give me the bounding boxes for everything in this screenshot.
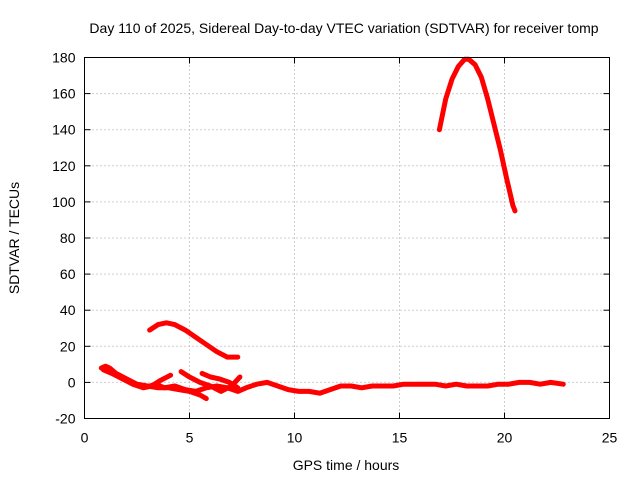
y-tick-label: 100 [52, 194, 76, 210]
x-tick-label: 15 [392, 430, 408, 446]
y-tick-label: 60 [60, 266, 76, 282]
y-axis-label: SDTVAR / TECUs [6, 182, 22, 294]
x-tick-label: 5 [186, 430, 194, 446]
y-tick-label: 40 [60, 302, 76, 318]
axis-ticks [84, 57, 610, 419]
x-axis-label: GPS time / hours [293, 457, 400, 473]
y-tick-label: 180 [52, 50, 76, 66]
grid-lines [84, 57, 610, 419]
x-tick-label: 0 [81, 430, 89, 446]
data-series [98, 56, 566, 402]
y-tick-label: -20 [55, 411, 75, 427]
y-tick-label: 0 [68, 374, 76, 390]
y-tick-label: 20 [60, 338, 76, 354]
y-tick-labels: -20 0 20 40 60 80 100 120 140 160 180 [52, 50, 76, 427]
series-arc-6 [147, 320, 241, 360]
series-arc-5 [199, 370, 241, 391]
x-tick-labels: 0 5 10 15 20 25 [81, 430, 618, 446]
y-tick-label: 80 [60, 230, 76, 246]
series-arc-2 [100, 367, 174, 391]
x-tick-label: 20 [497, 430, 513, 446]
x-tick-label: 10 [287, 430, 303, 446]
y-tick-label: 140 [52, 122, 76, 138]
y-tick-label: 120 [52, 158, 76, 174]
x-tick-label: 25 [602, 430, 618, 446]
chart-title: Day 110 of 2025, Sidereal Day-to-day VTE… [89, 20, 598, 36]
y-tick-label: 160 [52, 86, 76, 102]
series-arc-7 [436, 56, 518, 214]
plot-border [84, 57, 610, 419]
